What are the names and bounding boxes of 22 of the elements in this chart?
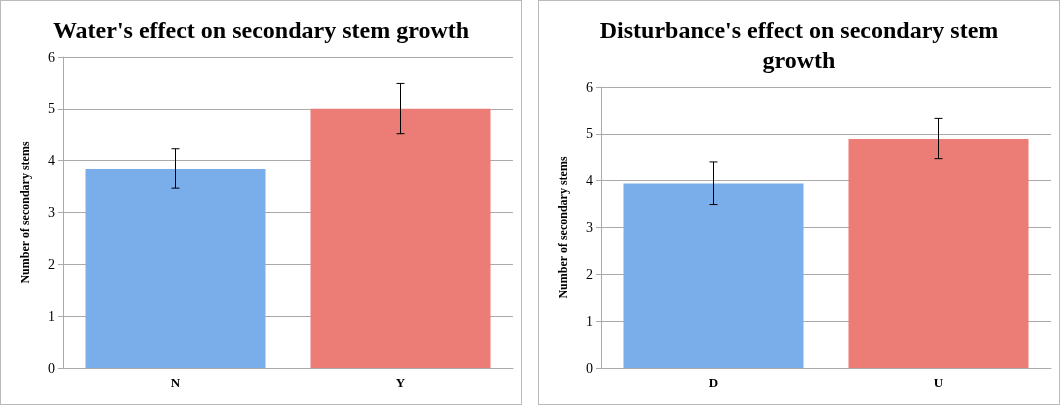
y-tick-label: 6 [48, 49, 55, 65]
y-tick-label: 3 [586, 220, 593, 235]
y-tick-label: 2 [48, 256, 55, 272]
y-axis-title: Number of secondary stems [556, 156, 570, 299]
chart-title: Water's effect on secondary stem growth [51, 16, 471, 45]
y-tick-label: 4 [48, 153, 55, 169]
y-tick-label: 5 [48, 101, 55, 117]
y-tick-label: 1 [586, 313, 593, 329]
y-tick-label: 6 [586, 79, 593, 95]
y-tick-label: 3 [48, 205, 55, 220]
y-tick-label: 2 [586, 266, 593, 282]
y-tick-label: 5 [586, 126, 593, 142]
y-tick-label: 4 [586, 173, 593, 189]
x-tick-label: Y [395, 375, 406, 390]
y-tick-label: 0 [48, 360, 55, 376]
y-axis-title: Number of secondary stems [18, 141, 32, 284]
y-tick-label: 0 [586, 360, 593, 376]
y-tick-label: 1 [48, 308, 55, 324]
x-tick-label: U [933, 375, 944, 390]
chart-title: Disturbance's effect on secondary stem growth [598, 16, 1000, 75]
x-tick-label: D [708, 375, 719, 390]
x-tick-label: N [170, 375, 181, 390]
